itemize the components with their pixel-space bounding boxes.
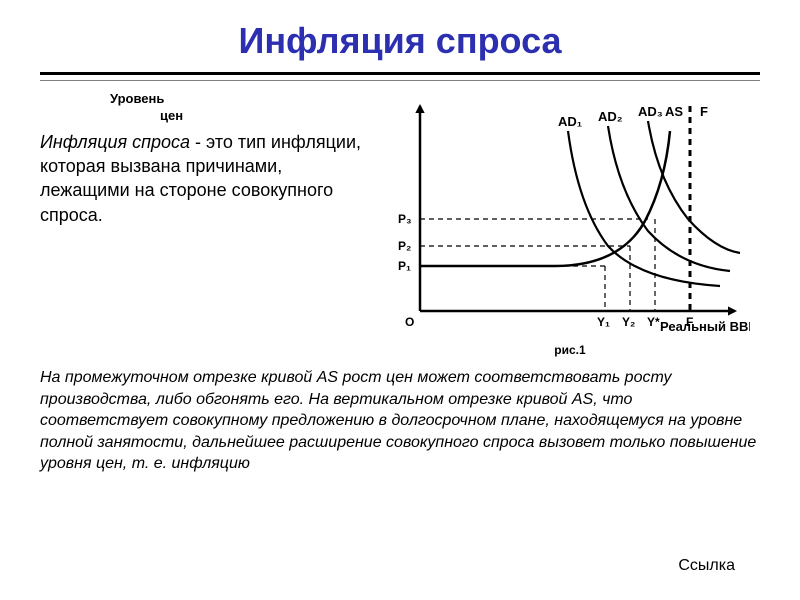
svg-text:F: F <box>700 104 708 119</box>
body-paragraph: На промежуточном отрезке кривой AS рост … <box>0 357 800 475</box>
page-title: Инфляция спроса <box>0 0 800 72</box>
y-axis-text: Уровень цен <box>40 91 370 125</box>
content-row: Уровень цен Инфляция спроса - это тип ин… <box>0 81 800 357</box>
svg-text:Реальный ВВП: Реальный ВВП <box>660 319 750 334</box>
svg-text:Y₂: Y₂ <box>622 315 635 329</box>
definition-term: Инфляция спроса <box>40 132 190 152</box>
svg-text:AD₃: AD₃ <box>638 104 663 119</box>
svg-text:AD₁: AD₁ <box>558 114 582 129</box>
svg-text:Y₁: Y₁ <box>597 315 610 329</box>
title-underline <box>40 72 760 75</box>
svg-text:AD₂: AD₂ <box>598 109 623 124</box>
svg-text:P₁: P₁ <box>398 259 411 273</box>
definition-text: Инфляция спроса - это тип инфляции, кото… <box>40 130 370 227</box>
ad-as-chart: P₁P₂P₃Y₁Y₂Y*ASFFAD₁AD₂AD₃OРеальный ВВП <box>380 91 750 341</box>
svg-text:Y*: Y* <box>647 315 660 329</box>
axis-label-top: Уровень <box>110 91 370 108</box>
axis-label-bottom: цен <box>110 108 370 125</box>
svg-text:P₂: P₂ <box>398 239 411 253</box>
svg-text:AS: AS <box>665 104 683 119</box>
svg-text:P₃: P₃ <box>398 212 412 226</box>
figure-caption: рис.1 <box>380 343 760 357</box>
reference-link[interactable]: Ссылка <box>678 557 735 575</box>
svg-text:O: O <box>405 315 414 329</box>
right-column: P₁P₂P₃Y₁Y₂Y*ASFFAD₁AD₂AD₃OРеальный ВВП р… <box>380 91 760 357</box>
left-column: Уровень цен Инфляция спроса - это тип ин… <box>40 91 380 357</box>
